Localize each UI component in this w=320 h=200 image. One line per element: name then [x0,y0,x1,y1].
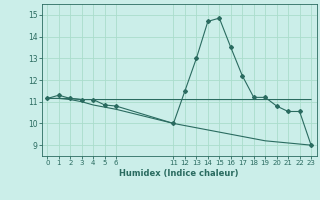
X-axis label: Humidex (Indice chaleur): Humidex (Indice chaleur) [119,169,239,178]
